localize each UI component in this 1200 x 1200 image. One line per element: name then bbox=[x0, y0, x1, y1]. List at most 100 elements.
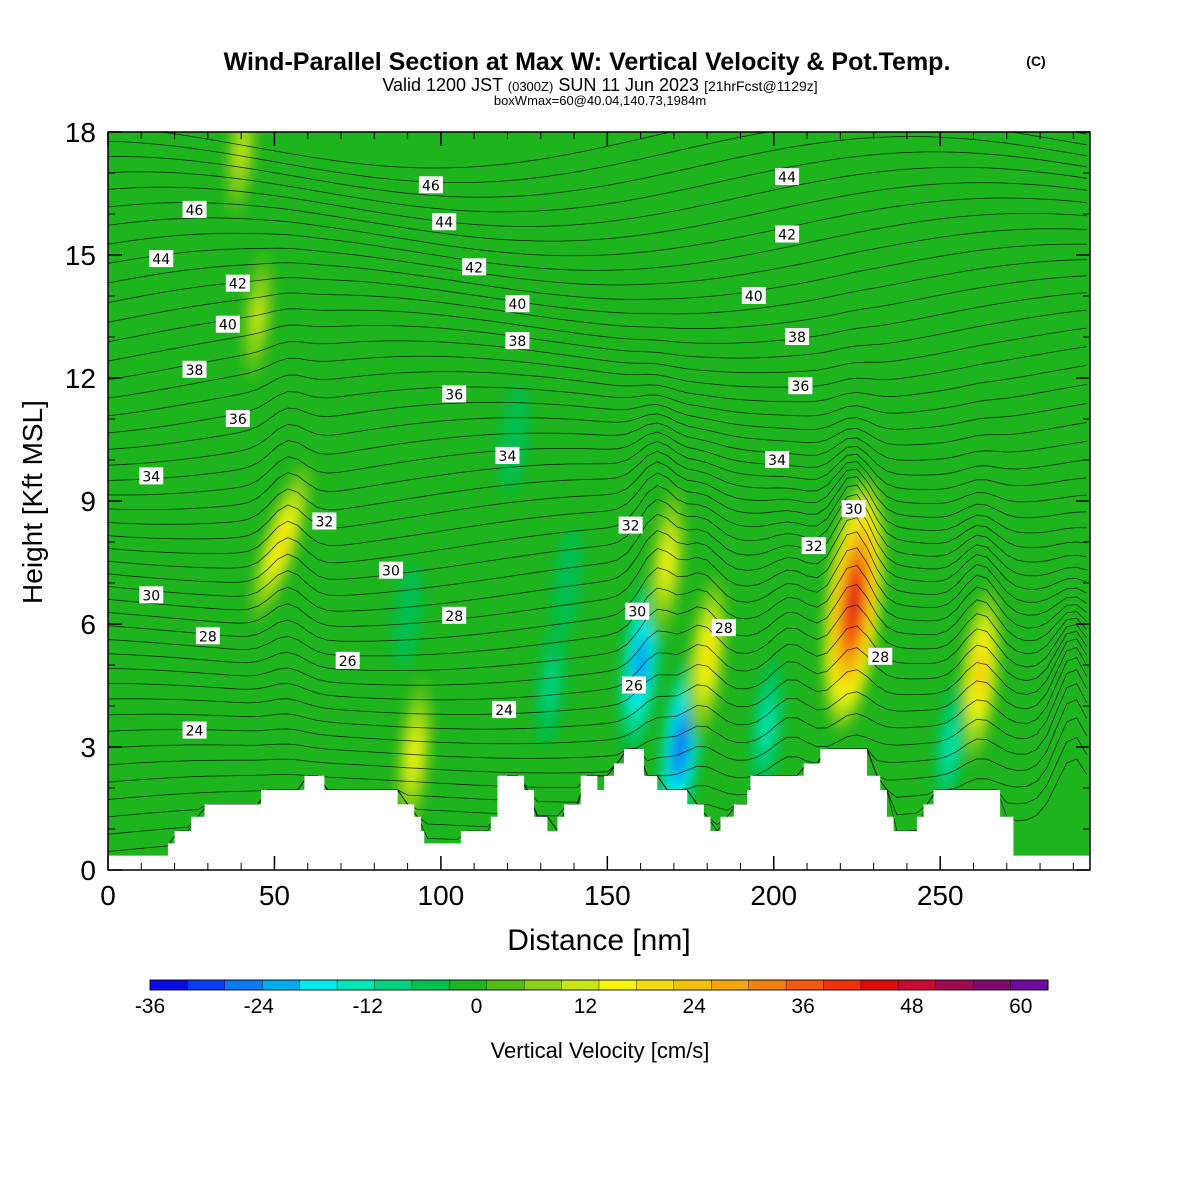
theta-contour-line bbox=[108, 472, 1087, 554]
theta-label-box bbox=[442, 606, 467, 624]
theta-contour-line bbox=[108, 136, 1087, 198]
theta-contour-line bbox=[108, 259, 1087, 315]
theta-label-text: 34 bbox=[499, 449, 517, 465]
theta-contour-line bbox=[108, 547, 1087, 642]
velocity-feature bbox=[235, 132, 247, 174]
theta-label: 34 bbox=[495, 446, 520, 465]
theta-label-text: 28 bbox=[871, 650, 889, 666]
theta-contour-line bbox=[108, 531, 1087, 627]
colorbar-segment bbox=[411, 979, 450, 991]
colorbar-segment bbox=[449, 979, 488, 991]
theta-label: 26 bbox=[621, 676, 646, 695]
x-tick-label: 250 bbox=[917, 880, 964, 911]
theta-label-box bbox=[711, 619, 736, 637]
plot-area: 46 44 42 40 38 36 34 32 30 30 28 28 26 24 24 46 44 42 40 38… bbox=[108, 132, 1090, 870]
theta-label-text: 38 bbox=[509, 334, 527, 350]
theta-label-text: 28 bbox=[199, 629, 217, 645]
theta-label-box bbox=[335, 651, 360, 669]
theta-label: 42 bbox=[462, 258, 487, 276]
box-wmax-info: boxWmax=60@40.04,140.73,1984m bbox=[494, 93, 706, 108]
theta-label-box bbox=[418, 176, 443, 194]
theta-contours bbox=[108, 132, 1088, 852]
theta-label: 42 bbox=[775, 225, 800, 244]
theta-label: 46 bbox=[182, 200, 207, 219]
theta-label: 28 bbox=[868, 647, 893, 666]
theta-label-box bbox=[625, 602, 650, 620]
colorbar-frame bbox=[149, 979, 1049, 991]
theta-label: 32 bbox=[801, 537, 826, 555]
colorbar-segment bbox=[823, 979, 862, 991]
theta-label: 24 bbox=[492, 701, 517, 719]
colorbar-segment bbox=[262, 979, 301, 991]
theta-label-text: 40 bbox=[219, 318, 237, 334]
theta-label-text: 28 bbox=[445, 609, 463, 625]
colorbar-segment bbox=[673, 979, 712, 991]
theta-contour-line bbox=[108, 309, 1087, 362]
theta-label-box bbox=[841, 500, 866, 518]
theta-label-text: 44 bbox=[778, 170, 796, 186]
theta-label-box bbox=[149, 250, 174, 268]
theta-contour-line bbox=[108, 166, 1087, 227]
theta-label-box bbox=[741, 287, 766, 304]
theta-label: 30 bbox=[378, 561, 403, 580]
valid-date: SUN 11 Jun 2023 bbox=[558, 75, 699, 95]
theta-label-text: 30 bbox=[845, 502, 863, 518]
colorbar-segment bbox=[149, 979, 188, 991]
y-tick-label: 12 bbox=[65, 363, 96, 394]
theta-label: 46 bbox=[418, 176, 443, 194]
theta-labels: 46 44 42 40 38 36 34 32 30 30 28 28 26 24 24 46 44 42 40 38… bbox=[139, 168, 893, 740]
colorbar-tick-label: 48 bbox=[900, 995, 923, 1018]
theta-label-box bbox=[785, 328, 810, 345]
theta-contour-line bbox=[108, 292, 1087, 344]
colorbar-segment bbox=[748, 979, 787, 991]
theta-label-box bbox=[621, 676, 646, 694]
velocity-feature bbox=[636, 650, 645, 680]
velocity-feature bbox=[543, 655, 559, 716]
x-tick-label: 100 bbox=[418, 880, 465, 911]
theta-label-text: 24 bbox=[495, 703, 513, 719]
velocity-feature bbox=[409, 736, 419, 775]
theta-label-box bbox=[182, 721, 207, 739]
colorbar-segment bbox=[224, 979, 263, 991]
theta-contour-line bbox=[108, 450, 1087, 525]
theta-label: 34 bbox=[765, 451, 790, 469]
theta-label: 32 bbox=[312, 512, 337, 531]
theta-label-box bbox=[195, 627, 220, 645]
chart-title: Wind-Parallel Section at Max W: Vertical… bbox=[224, 48, 951, 76]
theta-label-text: 34 bbox=[142, 469, 160, 485]
colorbar-tick-label: 24 bbox=[683, 995, 707, 1018]
theta-label-text: 42 bbox=[465, 260, 483, 276]
theta-label-text: 36 bbox=[445, 387, 463, 403]
theta-label: 38 bbox=[182, 360, 207, 379]
theta-contour-line bbox=[108, 657, 1088, 759]
theta-label-box bbox=[775, 168, 800, 186]
theta-contour-line bbox=[108, 151, 1087, 213]
theta-label-box bbox=[182, 200, 207, 218]
colorbar-segment bbox=[860, 979, 899, 991]
theta-label-box bbox=[182, 360, 207, 378]
colorbar-tick-label: -36 bbox=[135, 995, 165, 1018]
theta-label-text: 32 bbox=[315, 515, 333, 531]
y-axis-label: Height [Kft MSL] bbox=[17, 400, 48, 604]
colorbar-segment bbox=[711, 979, 750, 991]
theta-label-box bbox=[432, 213, 457, 231]
theta-label-box bbox=[765, 451, 790, 468]
theta-label-text: 42 bbox=[778, 228, 796, 244]
theta-contour-line bbox=[108, 565, 1087, 657]
colorbar-tick-label: 0 bbox=[471, 995, 483, 1018]
y-tick-label: 15 bbox=[65, 240, 96, 271]
theta-label-text: 46 bbox=[422, 178, 440, 194]
theta-label: 30 bbox=[625, 602, 650, 621]
theta-label-text: 40 bbox=[745, 289, 763, 305]
theta-label-text: 36 bbox=[791, 379, 809, 395]
forecast-info: [21hrFcst@1129z] bbox=[704, 78, 818, 94]
theta-contour-line bbox=[108, 647, 1088, 745]
theta-label: 28 bbox=[195, 627, 220, 645]
theta-contour-line bbox=[108, 365, 1087, 417]
theta-label: 26 bbox=[335, 651, 360, 670]
theta-label-box bbox=[618, 516, 643, 534]
theta-label-text: 32 bbox=[622, 519, 640, 535]
x-tick-label: 200 bbox=[750, 880, 797, 911]
